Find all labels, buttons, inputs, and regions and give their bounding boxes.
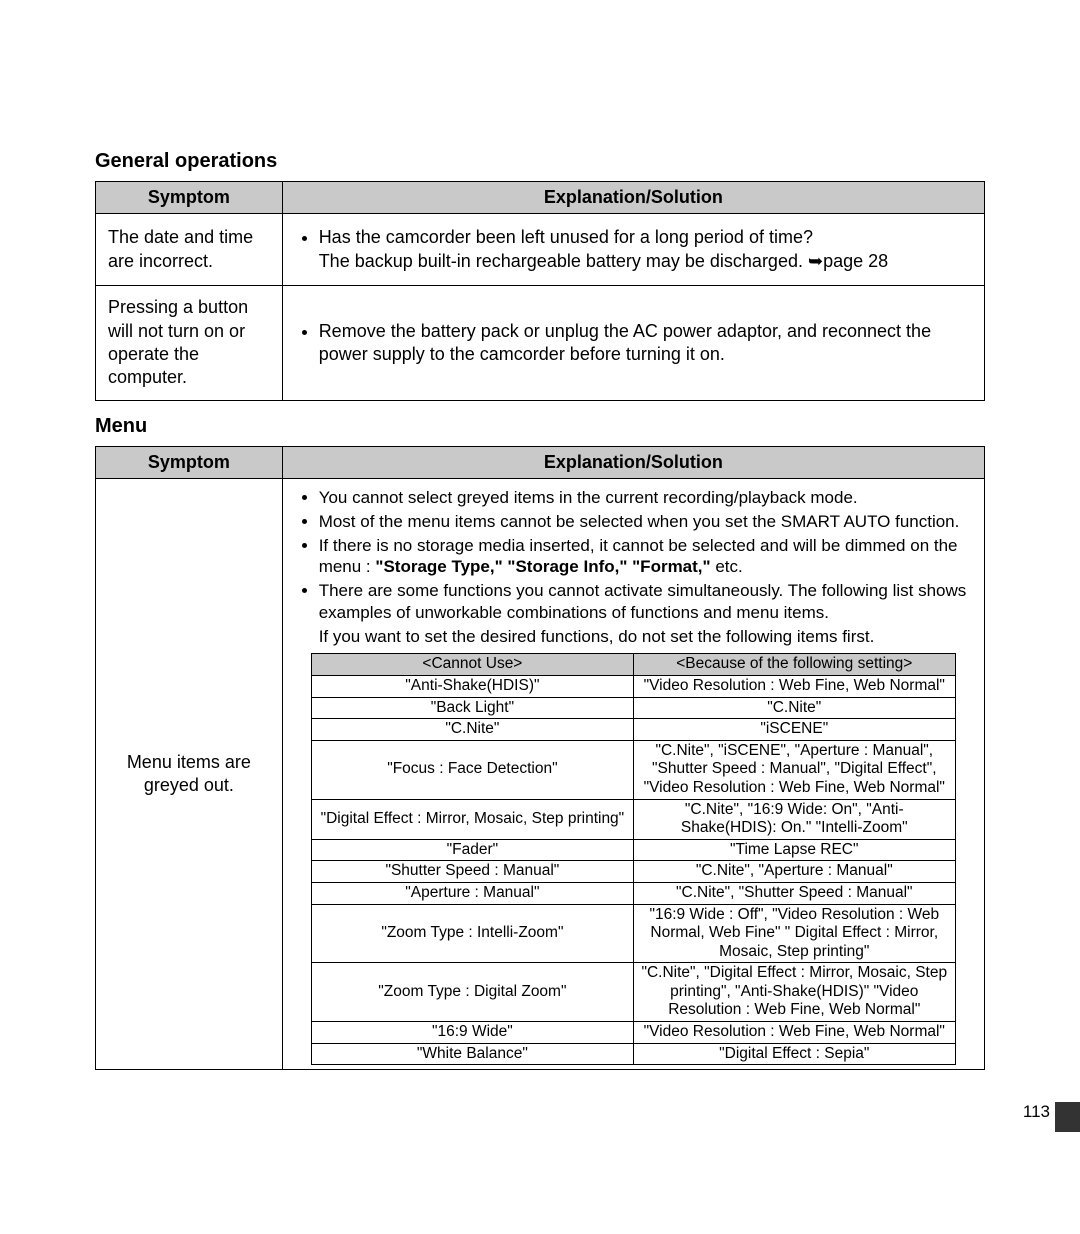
column-header-symptom: Symptom [96,446,283,478]
because-setting-cell: "Digital Effect : Sepia" [633,1043,955,1065]
cannot-use-cell: "White Balance" [311,1043,633,1065]
bullet-item: You cannot select greyed items in the cu… [319,487,980,509]
inner-table-row: "Focus : Face Detection""C.Nite", "iSCEN… [311,740,955,799]
because-setting-cell: "Video Resolution : Web Fine, Web Normal… [633,675,955,697]
column-header-symptom: Symptom [96,182,283,214]
cannot-use-cell: "Anti-Shake(HDIS)" [311,675,633,697]
table-row: Menu items are greyed out. You cannot se… [96,479,985,1070]
cannot-use-cell: "Shutter Speed : Manual" [311,861,633,883]
because-setting-cell: "Video Resolution : Web Fine, Web Normal… [633,1022,955,1044]
bullet-item: There are some functions you cannot acti… [319,580,980,624]
bullet-item: Most of the menu items cannot be selecte… [319,511,980,533]
cannot-use-cell: "Back Light" [311,697,633,719]
table-row: The date and time are incorrect. Has the… [96,214,985,286]
symptom-cell: Menu items are greyed out. [96,479,283,1070]
general-operations-table: Symptom Explanation/Solution The date an… [95,181,985,401]
spacer [95,401,985,415]
table-row: Pressing a button will not turn on or op… [96,286,985,401]
continuation-line: If you want to set the desired functions… [319,626,980,648]
inner-table-row: "Shutter Speed : Manual""C.Nite", "Apert… [311,861,955,883]
because-setting-cell: "C.Nite", "Digital Effect : Mirror, Mosa… [633,963,955,1022]
inner-table-row: "Zoom Type : Digital Zoom""C.Nite", "Dig… [311,963,955,1022]
cannot-use-cell: "C.Nite" [311,719,633,741]
cannot-use-cell: "Fader" [311,839,633,861]
column-header-explanation: Explanation/Solution [282,182,984,214]
because-setting-cell: "iSCENE" [633,719,955,741]
column-header-explanation: Explanation/Solution [282,446,984,478]
cannot-use-cell: "Digital Effect : Mirror, Mosaic, Step p… [311,799,633,839]
section-title-general: General operations [95,150,985,173]
inner-table-row: "16:9 Wide""Video Resolution : Web Fine,… [311,1022,955,1044]
inner-table-row: "Digital Effect : Mirror, Mosaic, Step p… [311,799,955,839]
bullet-item: Remove the battery pack or unplug the AC… [319,320,972,367]
symptom-cell: The date and time are incorrect. [96,214,283,286]
inner-header-left: <Cannot Use> [311,654,633,676]
thumb-tab [1055,1102,1080,1132]
explanation-cell: Remove the battery pack or unplug the AC… [282,286,984,401]
manual-page: General operations Symptom Explanation/S… [0,0,1080,1234]
symptom-cell: Pressing a button will not turn on or op… [96,286,283,401]
cannot-use-cell: "16:9 Wide" [311,1022,633,1044]
because-setting-cell: "C.Nite", "16:9 Wide: On", "Anti-Shake(H… [633,799,955,839]
inner-table-row: "Aperture : Manual""C.Nite", "Shutter Sp… [311,882,955,904]
because-setting-cell: "C.Nite", "Aperture : Manual" [633,861,955,883]
cannot-use-cell: "Aperture : Manual" [311,882,633,904]
cannot-use-cell: "Focus : Face Detection" [311,740,633,799]
cannot-use-cell: "Zoom Type : Intelli-Zoom" [311,904,633,963]
inner-table-row: "C.Nite""iSCENE" [311,719,955,741]
because-setting-cell: "Time Lapse REC" [633,839,955,861]
explanation-cell: Has the camcorder been left unused for a… [282,214,984,286]
inner-table-row: "Zoom Type : Intelli-Zoom""16:9 Wide : O… [311,904,955,963]
section-title-menu: Menu [95,415,985,438]
because-setting-cell: "C.Nite", "iSCENE", "Aperture : Manual",… [633,740,955,799]
menu-restrictions-table: <Cannot Use> <Because of the following s… [311,653,956,1065]
inner-table-row: "Fader""Time Lapse REC" [311,839,955,861]
inner-table-row: "Anti-Shake(HDIS)""Video Resolution : We… [311,675,955,697]
menu-table: Symptom Explanation/Solution Menu items … [95,446,985,1071]
arrow-icon: ➥ [808,251,823,271]
because-setting-cell: "C.Nite", "Shutter Speed : Manual" [633,882,955,904]
cannot-use-cell: "Zoom Type : Digital Zoom" [311,963,633,1022]
bullet-item: Has the camcorder been left unused for a… [319,226,972,273]
bullet-item: If there is no storage media inserted, i… [319,535,980,579]
explanation-cell: You cannot select greyed items in the cu… [282,479,984,1070]
inner-table-row: "Back Light""C.Nite" [311,697,955,719]
because-setting-cell: "16:9 Wide : Off", "Video Resolution : W… [633,904,955,963]
inner-table-row: "White Balance""Digital Effect : Sepia" [311,1043,955,1065]
page-number: 113 [1023,1102,1050,1122]
inner-header-right: <Because of the following setting> [633,654,955,676]
because-setting-cell: "C.Nite" [633,697,955,719]
